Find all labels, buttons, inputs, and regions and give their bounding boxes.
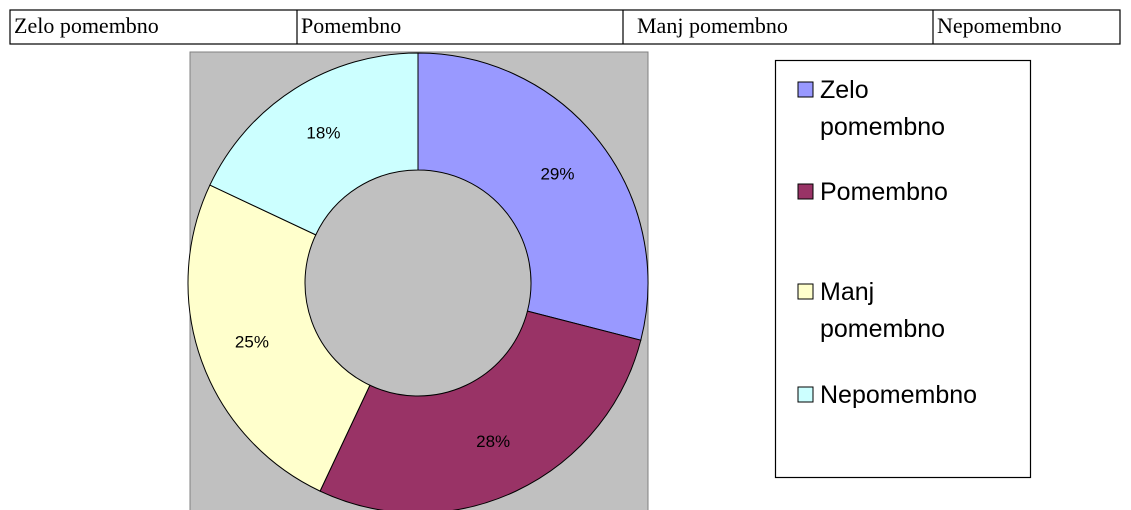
- header-cell: Nepomembno: [937, 13, 1062, 38]
- legend-line: Manj: [820, 278, 881, 306]
- data-label: 25%: [235, 332, 269, 351]
- legend-label: Zelo pomembno: [820, 76, 945, 141]
- legend-swatch: [797, 283, 814, 300]
- legend-label: Manj pomembno: [820, 278, 945, 343]
- donut-slice: [209, 52, 419, 236]
- legend-line: pomembno: [820, 315, 945, 343]
- header-table: [9, 9, 1121, 45]
- data-label: 18%: [306, 123, 340, 142]
- legend-swatch: [797, 183, 814, 200]
- header-cell: Zelo pomembno: [14, 13, 159, 38]
- data-label: 29%: [540, 164, 574, 183]
- legend-swatch: [797, 81, 814, 98]
- legend-line: Zelo: [820, 76, 876, 104]
- legend-label: Pomembno: [820, 178, 948, 206]
- legend-line: pomembno: [820, 113, 945, 141]
- donut-slice: [417, 52, 649, 341]
- data-label: 28%: [476, 432, 510, 451]
- donut-slice: [319, 310, 642, 510]
- donut-slice: [187, 184, 371, 492]
- header-cell: Manj pomembno: [637, 13, 788, 38]
- legend-box: [774, 59, 1032, 479]
- legend-label: Nepomembno: [820, 381, 977, 409]
- legend-swatch: [797, 386, 814, 403]
- header-cell: Pomembno: [301, 13, 401, 38]
